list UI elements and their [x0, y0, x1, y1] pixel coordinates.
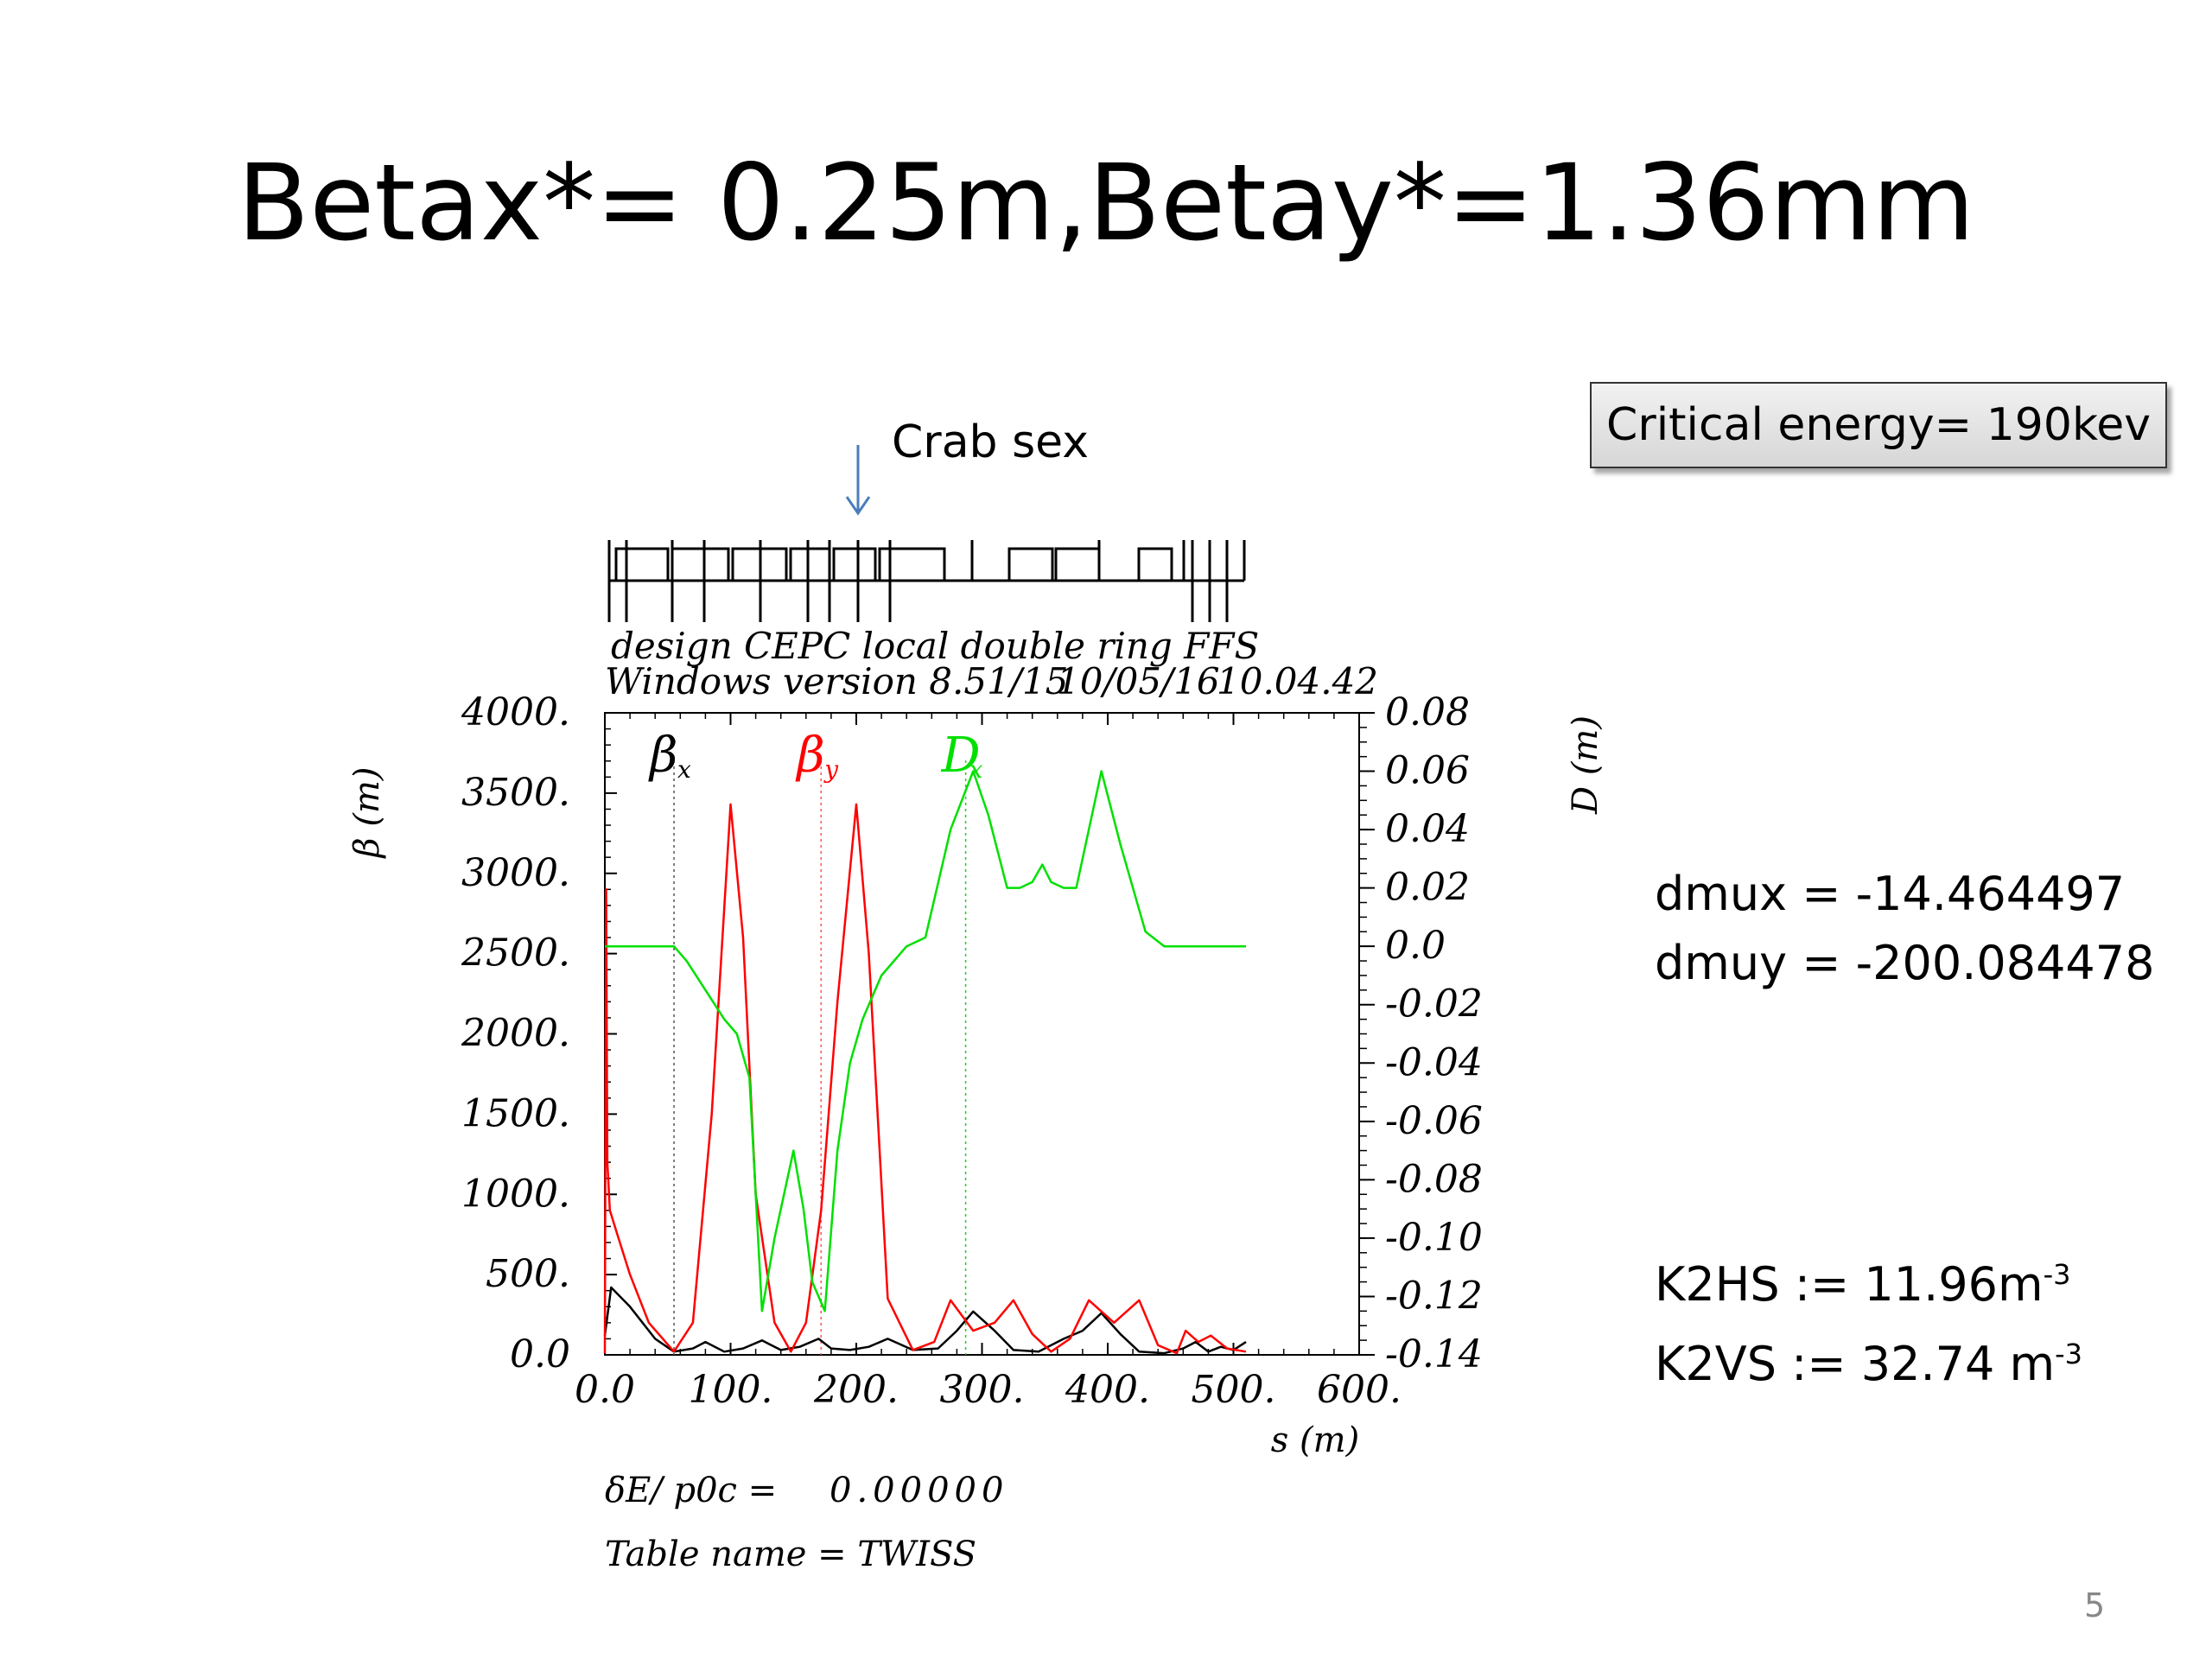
- series-lines: [603, 770, 1247, 1355]
- plot-header-title: design CEPC local double ring FFS: [611, 625, 1259, 667]
- y-left-tick-label: 3500.: [461, 771, 570, 815]
- delta-label: δE/ p0c =: [605, 1471, 777, 1510]
- k2hs-exponent: -3: [2043, 1258, 2071, 1291]
- y-right-tick-label: -0.08: [1385, 1157, 1483, 1201]
- y-left-tick-label: 1000.: [461, 1172, 570, 1216]
- x-tick-label: 200.: [813, 1368, 899, 1412]
- delta-value: 0.00000: [830, 1471, 1008, 1510]
- x-tick-label: 300.: [940, 1368, 1025, 1412]
- legend-entry-subscript: x: [969, 755, 983, 784]
- y-left-tick-label: 4000.: [461, 690, 570, 734]
- page-number: 5: [2084, 1586, 2106, 1624]
- plot-header-date: 10/05/16: [1057, 660, 1220, 702]
- y-left-tick-label: 0.0: [510, 1332, 570, 1376]
- y-right-tick-label: -0.10: [1385, 1216, 1483, 1260]
- legend-entry-subscript: x: [677, 755, 691, 784]
- plot-header-version: Windows version 8.51/15: [605, 660, 1068, 702]
- legend: β x β y Dx: [648, 728, 983, 784]
- y-right-tick-label: 0.06: [1385, 749, 1470, 793]
- k2hs-text: K2HS := 11.96m-3: [1655, 1240, 2082, 1319]
- y-right-tick-label: -0.02: [1385, 982, 1483, 1027]
- y-left-tick-label: 2500.: [461, 931, 570, 976]
- y-right-tick-label: -0.04: [1385, 1040, 1483, 1084]
- legend-entry: β: [648, 728, 677, 784]
- y-left-tick-label: 1500.: [461, 1091, 570, 1135]
- critical-energy-callout: Critical energy= 190kev: [1590, 382, 2167, 468]
- plot-header-time: 10.04.42: [1217, 660, 1378, 702]
- legend-entry: β: [795, 728, 824, 784]
- y-left-tick-label: 500.: [486, 1252, 570, 1296]
- k2hs-value: K2HS := 11.96m: [1655, 1257, 2044, 1312]
- y-right-tick-label: 0.02: [1385, 866, 1470, 910]
- k2vs-value: K2VS := 32.74 m: [1655, 1337, 2056, 1391]
- legend-entry-subscript: y: [823, 755, 839, 784]
- axes: 0.0 100. 200. 300. 400. 500. 600. 0.0 500. 1000. 1…: [461, 690, 1483, 1412]
- y-right-tick-label: -0.06: [1385, 1099, 1483, 1143]
- y-axis-right-label: D (m): [1566, 715, 1605, 815]
- k2vs-exponent: -3: [2055, 1338, 2083, 1370]
- plot-frame: [604, 712, 1360, 1356]
- crab-sex-label: Crab sex: [892, 416, 1090, 468]
- legend-markers: [673, 760, 967, 1355]
- y-right-tick-label: 0.0: [1385, 924, 1446, 968]
- y-axis-left-label: β (m): [347, 767, 387, 860]
- x-tick-label: 400.: [1065, 1368, 1150, 1412]
- dmuy-text: dmuy = -200.084478: [1655, 936, 2155, 990]
- slide-title: Betax*= 0.25m,Betay*=1.36mm: [237, 142, 1975, 264]
- y-right-tick-label: -0.14: [1385, 1332, 1483, 1376]
- y-right-tick-label: 0.08: [1385, 690, 1470, 734]
- k2vs-text: K2VS := 32.74 m-3: [1655, 1319, 2082, 1399]
- x-tick-label: 100.: [689, 1368, 773, 1412]
- crab-arrow-icon: [845, 445, 871, 516]
- series-line-left-000000: [603, 1286, 1247, 1355]
- lattice-layout: [607, 540, 1246, 622]
- y-left-tick-label: 2000.: [461, 1012, 570, 1056]
- x-tick-label: 0.0: [575, 1368, 635, 1412]
- dmux-text: dmux = -14.464497: [1655, 867, 2126, 921]
- x-axis-label: s (m): [1271, 1421, 1359, 1460]
- phase-advance-block: dmux = -14.464497 dmuy = -200.084478: [1655, 860, 2155, 998]
- x-tick-label: 600.: [1317, 1368, 1402, 1412]
- series-line-left-ff0000: [603, 803, 1247, 1355]
- sextupole-strength-block: K2HS := 11.96m-3 K2VS := 32.74 m-3: [1655, 1240, 2082, 1399]
- y-right-tick-label: 0.04: [1385, 807, 1470, 851]
- y-left-tick-label: 3000.: [461, 851, 570, 895]
- y-right-tick-label: -0.12: [1385, 1274, 1483, 1318]
- legend-entry: D: [941, 728, 981, 784]
- x-tick-label: 500.: [1192, 1368, 1276, 1412]
- table-name: Table name = TWISS: [605, 1535, 976, 1574]
- series-line-right-00e000: [605, 770, 1246, 1313]
